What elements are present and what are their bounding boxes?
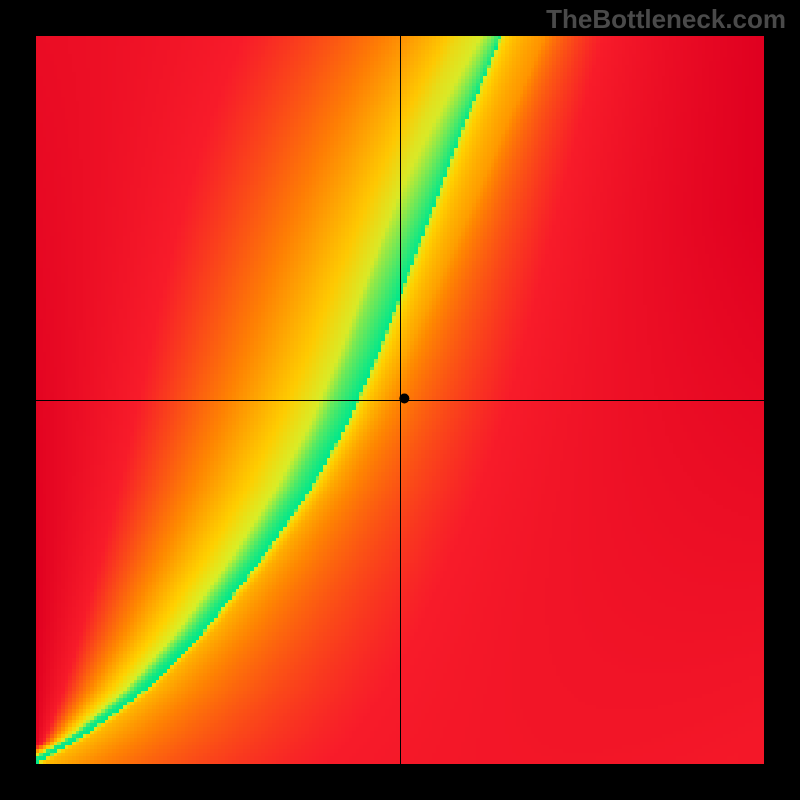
chart-frame: TheBottleneck.com — [0, 0, 800, 800]
watermark-text: TheBottleneck.com — [546, 4, 786, 35]
heatmap-canvas — [36, 36, 764, 764]
plot-area — [36, 36, 764, 764]
